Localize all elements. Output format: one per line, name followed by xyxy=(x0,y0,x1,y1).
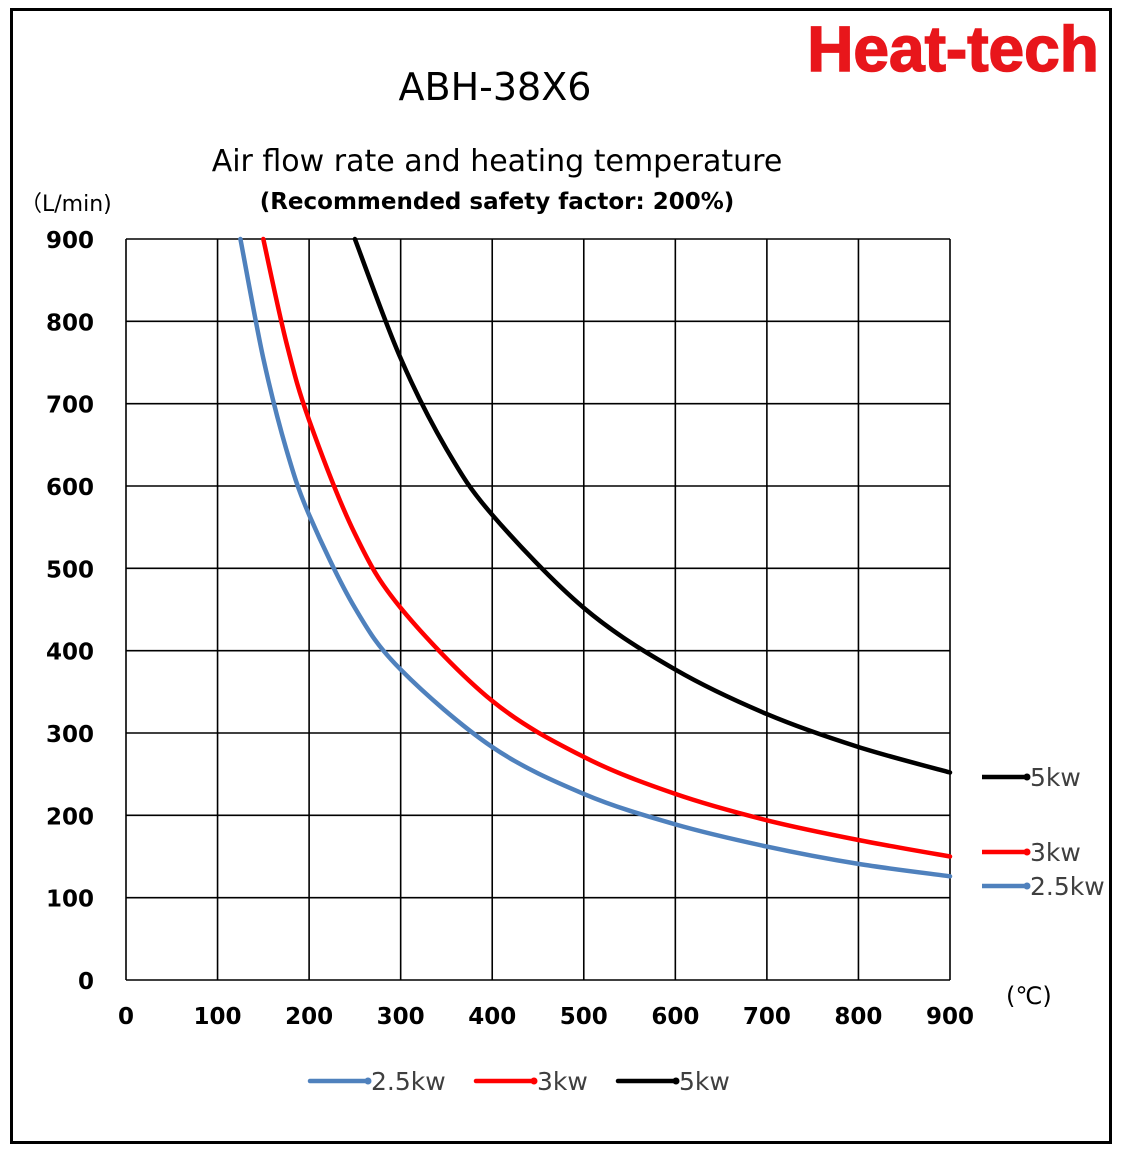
chart-frame xyxy=(10,8,1112,1144)
x-tick-label: 600 xyxy=(651,1004,699,1030)
x-axis-unit: (℃) xyxy=(1006,982,1052,1010)
end-label-text: 3kw xyxy=(1030,838,1081,867)
legend-label: 5kw xyxy=(679,1067,730,1096)
series-line-0 xyxy=(238,236,953,879)
legend-marker xyxy=(530,1077,538,1085)
end-label-marker xyxy=(1023,848,1031,856)
end-labels: 5kw 3kw 2.5kw xyxy=(982,763,1105,901)
series-line-2 xyxy=(352,236,953,775)
y-axis-unit: （L/min) xyxy=(20,192,112,217)
brand-logo: Heat-tech xyxy=(807,13,1099,85)
series-curves xyxy=(238,236,953,879)
grid-lines xyxy=(125,238,951,981)
model-name: ABH-38X6 xyxy=(399,65,592,109)
end-label-marker xyxy=(1023,773,1031,781)
x-tick-label: 400 xyxy=(468,1004,516,1030)
y-tick-labels: 0 100 200 300 400 500 600 700 800 900 xyxy=(46,228,94,995)
x-tick-label: 300 xyxy=(377,1004,425,1030)
x-tick-label: 0 xyxy=(118,1004,134,1030)
series-line-1 xyxy=(261,236,953,859)
x-tick-label: 500 xyxy=(560,1004,608,1030)
legend-label: 2.5kw xyxy=(371,1067,446,1096)
y-tick-label: 0 xyxy=(78,969,94,995)
legend-label: 3kw xyxy=(537,1067,588,1096)
end-label-text: 2.5kw xyxy=(1030,872,1105,901)
chart-subtitle: (Recommended safety factor: 200%) xyxy=(260,189,735,215)
x-tick-labels: 0 100 200 300 400 500 600 700 800 900 xyxy=(118,1004,974,1030)
x-tick-label: 900 xyxy=(926,1004,974,1030)
x-tick-label: 200 xyxy=(285,1004,333,1030)
y-tick-label: 900 xyxy=(46,228,94,254)
y-tick-label: 700 xyxy=(46,393,94,419)
y-tick-label: 200 xyxy=(46,804,94,830)
x-tick-label: 800 xyxy=(834,1004,882,1030)
y-tick-label: 800 xyxy=(46,310,94,336)
legend: 2.5kw 3kw 5kw xyxy=(307,1067,730,1096)
x-tick-label: 100 xyxy=(194,1004,242,1030)
x-tick-label: 700 xyxy=(743,1004,791,1030)
y-tick-label: 500 xyxy=(46,557,94,583)
legend-marker xyxy=(364,1077,372,1085)
y-tick-label: 100 xyxy=(46,887,94,913)
y-tick-label: 600 xyxy=(46,475,94,501)
y-tick-label: 300 xyxy=(46,722,94,748)
end-label-text: 5kw xyxy=(1030,763,1081,792)
legend-marker xyxy=(672,1077,680,1085)
y-tick-label: 400 xyxy=(46,640,94,666)
chart-title: Air flow rate and heating temperature xyxy=(212,144,783,179)
end-label-marker xyxy=(1023,882,1031,890)
